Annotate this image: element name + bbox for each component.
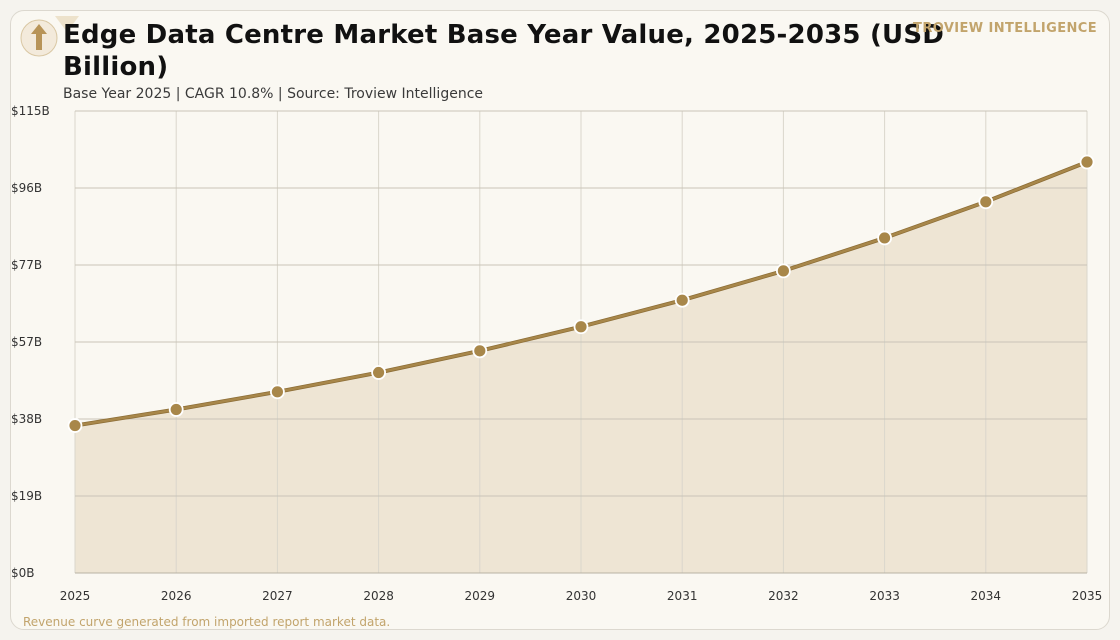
data-point: [168, 402, 184, 417]
y-tick-label: $57B: [11, 335, 42, 349]
data-point: [371, 365, 387, 380]
data-point: [877, 230, 892, 246]
data-point: [573, 319, 589, 335]
x-tick-label: 2032: [768, 589, 799, 603]
upload-arrow-icon: [20, 16, 79, 57]
data-point: [472, 343, 488, 359]
chart-card: Edge Data Centre Market Base Year Value,…: [10, 10, 1110, 630]
y-tick-label: $115B: [11, 104, 50, 118]
data-point: [776, 263, 791, 279]
x-tick-label: 2034: [971, 589, 1002, 603]
y-tick-label: $19B: [11, 489, 42, 503]
data-point: [978, 194, 994, 210]
y-tick-label: $38B: [11, 412, 42, 426]
data-point: [269, 384, 285, 400]
footnote: Revenue curve generated from imported re…: [23, 615, 391, 629]
y-tick-label: $96B: [11, 181, 42, 195]
chart-subtitle: Base Year 2025 | CAGR 10.8% | Source: Tr…: [63, 86, 484, 102]
y-tick-label: $0B: [11, 566, 35, 580]
x-tick-label: 2025: [60, 589, 91, 603]
data-point: [1079, 154, 1095, 170]
x-tick-label: 2035: [1072, 589, 1103, 603]
area-chart: $0B $19B $38B $57B $77B $96B $115B 2025 2026 2027…: [11, 104, 1103, 603]
x-tick-label: 2029: [465, 589, 496, 603]
y-tick-label: $77B: [11, 258, 42, 272]
x-tick-label: 2030: [566, 589, 597, 603]
data-point: [67, 418, 83, 433]
x-tick-label: 2033: [869, 589, 900, 603]
x-tick-label: 2027: [262, 589, 293, 603]
x-tick-label: 2031: [667, 589, 698, 603]
data-point: [674, 292, 690, 308]
brand-label: TROVIEW INTELLIGENCE: [913, 21, 1097, 36]
chart-title: Edge Data Centre Market Base Year Value,…: [63, 20, 945, 82]
x-tick-label: 2028: [363, 589, 394, 603]
x-tick-label: 2026: [161, 589, 192, 603]
